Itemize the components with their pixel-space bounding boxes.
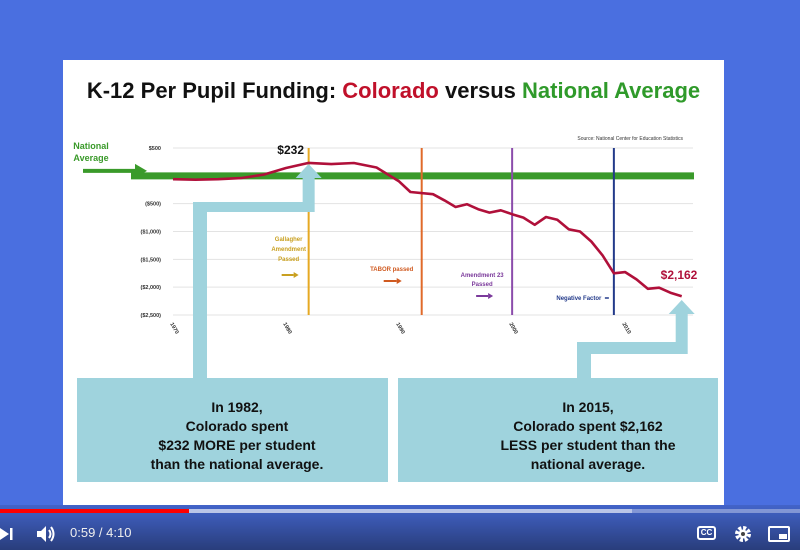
tabor-arrow-head [396, 278, 402, 284]
progress-played [0, 509, 189, 513]
x-tick-label: 1980 [281, 322, 292, 336]
title-colorado: Colorado [342, 78, 439, 103]
title-versus: versus [438, 78, 523, 103]
duration: 4:10 [106, 525, 132, 540]
x-tick-label: 1970 [168, 322, 179, 336]
callout-right-line: national average. [530, 456, 646, 472]
y-tick-label: ($500) [145, 202, 161, 208]
callout-left-connector [193, 164, 322, 378]
gallagher-label: Gallagher [275, 237, 303, 243]
peak-value-label: $232 [277, 143, 304, 157]
gallagher-arrow-head [293, 272, 299, 278]
negative-factor-label: Negative Factor [556, 296, 602, 302]
callout-left-line: $232 MORE per student [158, 437, 316, 453]
current-time: 0:59 [70, 525, 96, 540]
progress-bar[interactable] [0, 509, 800, 513]
volume-icon[interactable] [35, 524, 57, 544]
callout-left-box [77, 378, 388, 482]
gallagher-label: Amendment [271, 247, 306, 253]
tabor-label: TABOR passed [370, 267, 414, 273]
end-value-label: $2,162 [661, 268, 698, 282]
captions-button[interactable]: CC [697, 526, 716, 540]
callout-left-text: In 1982, Colorado spent $232 MORE per st… [77, 398, 397, 474]
callout-right-connector [577, 300, 695, 378]
y-tick-label: ($1,500) [141, 257, 162, 263]
x-tick-label: 2010 [620, 322, 631, 336]
presentation-slide: K-12 Per Pupil Funding: Colorado versus … [63, 60, 724, 505]
amendment-23-arrow-head [488, 293, 494, 299]
time-display: 0:59 / 4:10 [70, 525, 131, 540]
x-tick-label: 1990 [394, 322, 405, 336]
y-tick-label: ($1,000) [141, 230, 162, 236]
callout-right-box [398, 378, 718, 482]
x-tick-label: 2000 [507, 322, 518, 336]
y-tick-label: ($2,500) [141, 313, 162, 319]
y-tick-label: ($2,000) [141, 285, 162, 291]
gallagher-label: Passed [278, 257, 299, 263]
slide-title: K-12 Per Pupil Funding: Colorado versus … [63, 78, 724, 104]
callout-right-line: In 2015, [562, 399, 614, 415]
callout-left-line: In 1982, [211, 399, 263, 415]
gear-icon[interactable] [733, 524, 753, 544]
title-national-average: National Average [522, 78, 701, 103]
callout-right-text: In 2015, Colorado spent $2,162 LESS per … [468, 398, 708, 474]
next-icon[interactable] [0, 525, 18, 543]
national-average-arrow-head [135, 163, 147, 178]
national-average-label: National [73, 141, 109, 151]
amendment-23-label: Amendment 23 [461, 273, 505, 279]
amendment-23-label: Passed [472, 282, 493, 288]
callout-left-line: than the national average. [150, 456, 324, 472]
y-tick-label: $500 [149, 146, 161, 152]
callout-right-line: LESS per student than the [500, 437, 676, 453]
chart-source: Source: National Center for Education St… [577, 136, 683, 142]
colorado-funding-line [172, 161, 683, 298]
callout-right-line: Colorado spent $2,162 [513, 418, 663, 434]
callout-left-line: Colorado spent [185, 418, 289, 434]
title-part-1: K-12 Per Pupil Funding: [86, 78, 343, 103]
time-separator: / [95, 525, 107, 540]
national-average-label: Average [73, 153, 108, 163]
progress-buffered [0, 509, 632, 513]
miniplayer-icon[interactable] [768, 526, 790, 542]
funding-chart: $500$0($500)($1,000)($1,500)($2,000)($2,… [73, 136, 698, 378]
